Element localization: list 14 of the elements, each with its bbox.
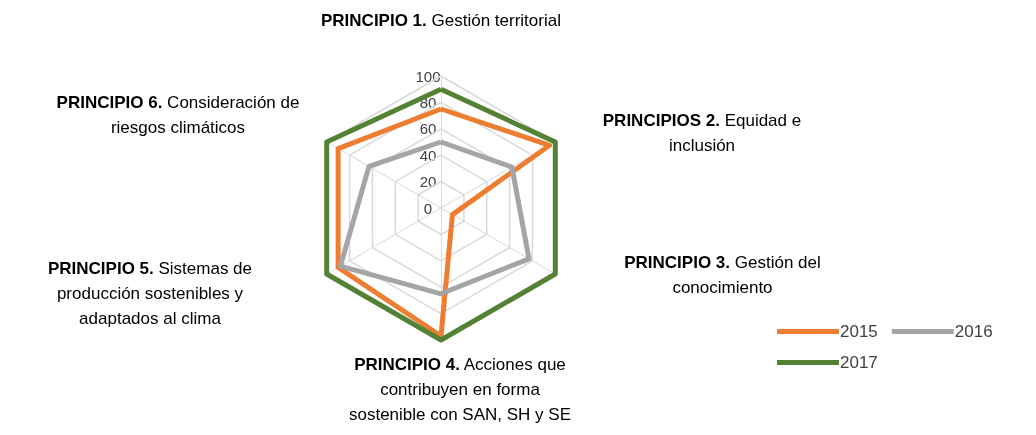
spoke-label: PRINCIPIO 3. Gestión del conocimiento xyxy=(623,252,822,299)
y-tick-label: 40 xyxy=(419,146,437,164)
y-tick-label: 60 xyxy=(419,120,437,138)
legend-label: 2017 xyxy=(840,353,878,372)
spoke-label: PRINCIPIO 1. Gestión territorial xyxy=(320,10,562,32)
y-tick-label: 100 xyxy=(415,67,441,85)
legend-label: 2015 xyxy=(840,322,878,341)
y-tick-label: 20 xyxy=(419,173,437,191)
y-tick-label: 0 xyxy=(423,199,433,217)
spoke-label: PRINCIPIO 4. Acciones que contribuyen en forma sostenible con SAN, SH y SE xyxy=(347,354,572,426)
spoke-label: PRINCIPIO 6. Consideración de riesgos climáticos xyxy=(55,92,301,139)
spoke-label: PRINCIPIO 5. Sistemas de producción sostenibles y adaptados al clima xyxy=(46,258,254,330)
legend-label: 2016 xyxy=(954,322,993,341)
spoke-label: PRINCIPIOS 2. Equidad e inclusión xyxy=(601,110,803,157)
